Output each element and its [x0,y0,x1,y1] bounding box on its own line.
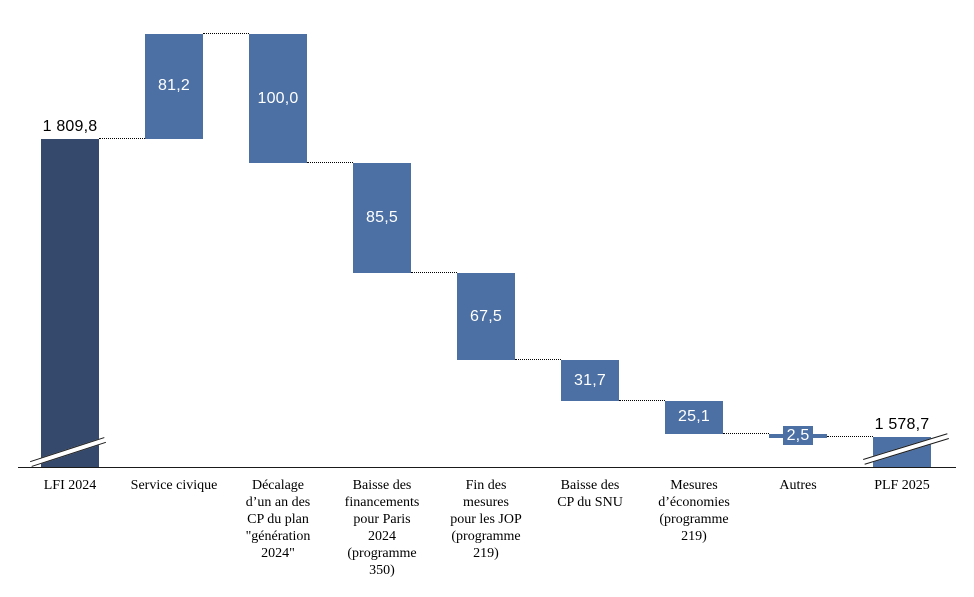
connector-line [99,137,145,139]
waterfall-bar [353,163,411,274]
waterfall-bar [665,401,723,434]
bar-value-label: 25,1 [678,408,710,426]
waterfall-bar [249,34,307,163]
bar-value-label: 2,5 [783,426,813,446]
category-label: PLF 2025 [874,478,930,493]
category-label: Service civique [130,478,218,493]
axis-line [18,467,956,469]
waterfall-bar [561,360,619,402]
category-label: Décalage d’un an des CP du plan "générat… [245,478,311,562]
connector-line [307,162,353,163]
bar-value-label: 67,5 [470,307,502,325]
connector-line [411,272,457,274]
bar-value-label: 1 809,8 [42,117,98,135]
category-label: Baisse des CP du SNU [557,478,623,511]
connector-line [515,359,561,361]
connector-line [619,400,665,402]
category-label: Baisse des financements pour Paris 2024 … [344,478,420,579]
bar-value-label: 85,5 [366,209,398,227]
bar-value-label: 31,7 [574,371,606,389]
connector-line [827,435,873,437]
connector-line [203,33,249,34]
category-label: Mesures d’économies (programme 219) [658,478,730,545]
category-label: LFI 2024 [43,478,97,493]
waterfall-bar [145,34,203,139]
category-label: Fin des mesures pour les JOP (programme … [450,478,522,562]
connector-line [723,432,769,434]
category-label: Autres [779,478,817,493]
bar-value-label: 100,0 [257,89,299,107]
bar-value-label: 81,2 [158,77,190,95]
bar-value-label: 1 578,7 [874,415,930,433]
waterfall-bar [457,273,515,361]
waterfall-bar [41,138,99,468]
